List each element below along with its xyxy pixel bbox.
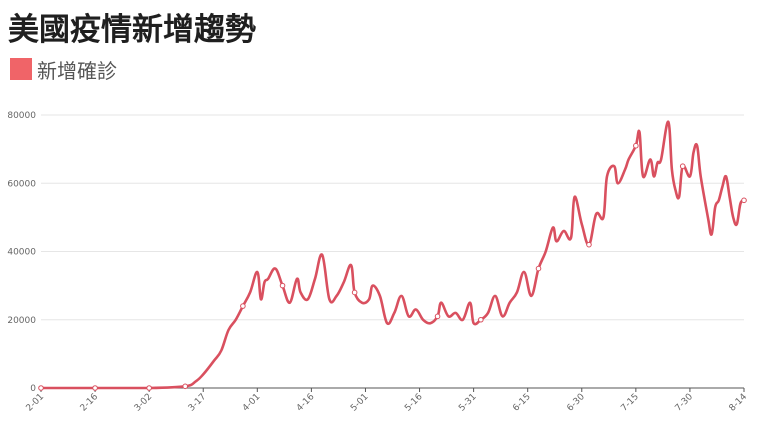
x-tick-label: 3-17: [187, 392, 209, 414]
legend-label: 新增確診: [37, 58, 117, 83]
y-axis: 0 20000 40000 60000 80000: [7, 111, 36, 394]
x-tick-label: 3-02: [133, 392, 155, 414]
series-line-new-cases: [39, 120, 746, 390]
data-point[interactable]: [92, 385, 98, 391]
y-tick-label: 60000: [7, 179, 36, 189]
chart-title: 美國疫情新增趨勢: [8, 12, 256, 48]
y-tick-label: 20000: [7, 316, 36, 326]
x-tick-label: 7-30: [674, 392, 696, 414]
data-point[interactable]: [586, 241, 592, 248]
legend-swatch: [10, 58, 32, 80]
data-point[interactable]: [146, 385, 152, 391]
x-tick-label: 6-15: [511, 392, 533, 414]
data-point[interactable]: [351, 289, 358, 296]
x-tick-label: 2-01: [25, 392, 47, 414]
data-point[interactable]: [741, 197, 747, 204]
y-tick-label: 40000: [7, 248, 36, 258]
data-point[interactable]: [434, 313, 441, 320]
x-tick-label: 2-16: [79, 392, 101, 414]
x-tick-label: 6-30: [565, 392, 587, 414]
x-tick-labels: 2-01 2-16 3-02 3-17 4-01 4-16 5-01 5-16 5-31 6-15…: [25, 392, 750, 414]
data-point[interactable]: [679, 163, 686, 169]
data-point[interactable]: [279, 282, 286, 289]
x-tick-label: 5-01: [349, 392, 371, 414]
x-tick-label: 5-16: [403, 392, 425, 414]
y-tick-label: 0: [30, 384, 36, 394]
x-tick-label: 4-01: [241, 392, 263, 414]
data-point[interactable]: [182, 383, 189, 390]
legend[interactable]: 新增確診: [10, 56, 117, 83]
x-tick-label: 8-14: [728, 392, 750, 414]
data-point[interactable]: [633, 142, 639, 149]
x-tick-label: 4-16: [295, 392, 317, 414]
data-point[interactable]: [38, 385, 44, 391]
data-point[interactable]: [478, 316, 484, 323]
data-point[interactable]: [535, 265, 542, 272]
series-markers: [38, 142, 747, 391]
data-point[interactable]: [240, 303, 246, 309]
x-tick-label: 7-15: [619, 392, 641, 414]
y-tick-label: 80000: [7, 111, 36, 121]
grid: [41, 114, 744, 321]
x-tick-label: 5-31: [457, 392, 479, 414]
